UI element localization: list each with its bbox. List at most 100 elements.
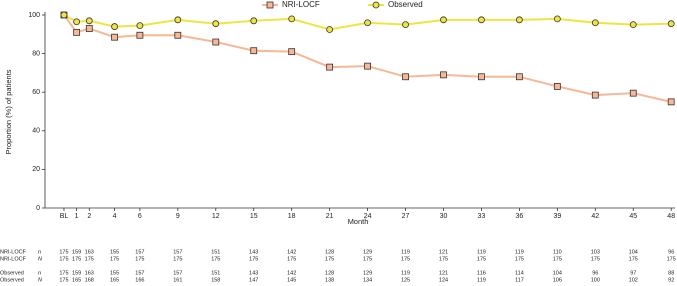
table-cell: 117 [515, 277, 524, 283]
table-group: Observed [0, 270, 24, 276]
table-cell: 175 [591, 256, 600, 262]
table-cell: 119 [401, 249, 410, 255]
table-cell: 175 [72, 256, 81, 262]
table-cell: 145 [287, 277, 296, 283]
marker [212, 20, 220, 28]
x-tick-label: 27 [402, 213, 410, 220]
y-tick-label: 0 [36, 205, 40, 212]
marker [326, 63, 334, 71]
table-cell: 104 [553, 270, 562, 276]
series-line [63, 14, 672, 103]
table-cell: 147 [249, 277, 258, 283]
table-cell: 158 [211, 277, 220, 283]
table-cell: 103 [591, 249, 600, 255]
table-cell: 124 [439, 277, 448, 283]
marker [364, 19, 371, 27]
table-cell: 175 [477, 256, 486, 262]
x-tick-label: 15 [250, 213, 258, 220]
marker [111, 33, 118, 41]
marker [250, 17, 258, 25]
table-cell: 159 [72, 270, 81, 276]
legend-marker [266, 1, 274, 9]
table-cell: 175 [110, 256, 119, 262]
table-cell: 175 [667, 256, 676, 262]
table-cell: 96 [592, 270, 598, 276]
marker [288, 48, 296, 56]
table-cell: 175 [363, 256, 372, 262]
table-cell: 100 [591, 277, 600, 283]
table-cell: 96 [668, 249, 674, 255]
table-cell: 175 [59, 270, 68, 276]
x-tick-label: 6 [138, 213, 142, 220]
x-tick-label: 42 [591, 213, 599, 220]
table-cell: 175 [515, 256, 524, 262]
table-cell: 119 [515, 249, 524, 255]
marker [478, 16, 485, 24]
table-cell: 138 [325, 277, 334, 283]
table-cell: 161 [173, 277, 182, 283]
table-stat: N [38, 277, 42, 283]
table-cell: 142 [287, 249, 296, 255]
legend-marker [372, 1, 380, 9]
marker [478, 73, 485, 81]
table-cell: 88 [668, 270, 674, 276]
table-cell: 128 [325, 249, 334, 255]
x-tick-label: 48 [667, 213, 675, 220]
y-tick-label: 60 [32, 89, 40, 96]
marker [288, 15, 296, 23]
x-tick-label: 2 [87, 213, 91, 220]
table-cell: 175 [59, 277, 68, 283]
marker [553, 83, 561, 90]
marker [212, 38, 220, 46]
x-tick-label: 30 [440, 213, 448, 220]
table-cell: 92 [668, 277, 674, 283]
table-stat: N [38, 256, 42, 262]
table-cell: 163 [85, 249, 94, 255]
marker [553, 15, 561, 23]
x-tick-label: 12 [212, 213, 220, 220]
x-tick-label: 4 [113, 213, 117, 220]
table-cell: 102 [629, 277, 638, 283]
table-cell: 175 [553, 256, 562, 262]
x-tick-label: 24 [364, 213, 372, 220]
marker [73, 28, 81, 36]
marker [402, 73, 409, 81]
table-cell: 175 [439, 256, 448, 262]
table-cell: 175 [59, 256, 68, 262]
marker [667, 20, 675, 28]
table-cell: 175 [59, 249, 68, 255]
table-cell: 116 [477, 270, 486, 276]
marker [515, 16, 523, 24]
table-cell: 175 [135, 256, 144, 262]
table-group: NRI-LOCF [0, 256, 27, 262]
marker [515, 73, 523, 81]
marker [440, 16, 447, 24]
legend-label: Observed [388, 0, 423, 9]
table-cell: 157 [173, 249, 182, 255]
marker [136, 31, 144, 39]
table-cell: 157 [135, 270, 144, 276]
table-cell: 142 [287, 270, 296, 276]
table-cell: 97 [630, 270, 636, 276]
table-stat: n [38, 249, 41, 255]
y-tick-label: 80 [32, 50, 40, 57]
table-cell: 121 [439, 270, 448, 276]
x-tick-label: 9 [176, 213, 180, 220]
table-cell: 143 [249, 249, 258, 255]
table-cell: 134 [363, 277, 372, 283]
legend-label: NRI-LOCF [282, 0, 320, 9]
table-cell: 155 [110, 270, 119, 276]
table-stat: n [38, 270, 41, 276]
x-tick-label: BL [60, 213, 69, 220]
x-tick-label: 21 [326, 213, 334, 220]
marker [73, 18, 81, 26]
marker [591, 19, 599, 27]
table-cell: 175 [211, 256, 220, 262]
table-cell: 114 [515, 270, 524, 276]
table-cell: 106 [553, 277, 562, 283]
table-cell: 165 [72, 277, 81, 283]
table-cell: 119 [477, 249, 486, 255]
table-cell: 159 [72, 249, 81, 255]
table-cell: 104 [629, 249, 638, 255]
table-cell: 125 [401, 277, 410, 283]
